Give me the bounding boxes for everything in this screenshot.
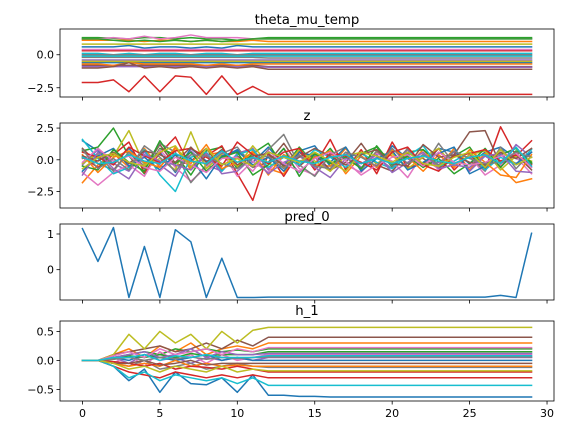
panel-theta-mu-temp: −2.5 0.0 theta_mu_temp bbox=[27, 13, 555, 101]
panel-z: −2.5 0.0 2.5 z bbox=[27, 109, 555, 212]
series-line-16 bbox=[81, 61, 533, 71]
series-line-20 bbox=[81, 146, 533, 168]
series-line-7 bbox=[81, 350, 533, 367]
series-line-3 bbox=[81, 36, 533, 41]
series-group bbox=[81, 326, 533, 398]
y-tick-label: −2.5 bbox=[27, 82, 54, 95]
series-group bbox=[81, 126, 533, 202]
series-group bbox=[81, 34, 533, 96]
panel-pred-0: 0 1 pred_0 bbox=[47, 210, 555, 304]
series-line-19 bbox=[81, 145, 533, 172]
series-line-18 bbox=[81, 356, 533, 362]
y-tick-label: 2.5 bbox=[37, 122, 55, 135]
axes-frame bbox=[59, 122, 555, 209]
x-tick-label: 20 bbox=[385, 407, 399, 420]
series-line-20 bbox=[81, 353, 533, 362]
x-tick-label: 25 bbox=[463, 407, 477, 420]
y-tick-label: −2.5 bbox=[27, 186, 54, 199]
series-line-4 bbox=[81, 75, 533, 96]
series-line-19 bbox=[81, 359, 533, 373]
y-tick-label: 1 bbox=[47, 228, 54, 241]
x-tick-label: 10 bbox=[230, 407, 244, 420]
series-line-1 bbox=[81, 44, 533, 49]
series-line-16 bbox=[81, 359, 533, 366]
panel-title: theta_mu_temp bbox=[255, 13, 360, 28]
axes-frame bbox=[59, 223, 555, 301]
series-line-12 bbox=[81, 61, 533, 67]
series-line-9 bbox=[81, 326, 533, 362]
axes-frame bbox=[59, 28, 555, 98]
y-tick-label: 0.0 bbox=[37, 354, 55, 367]
series-line-10 bbox=[81, 359, 533, 387]
x-tick-label: 5 bbox=[156, 407, 163, 420]
y-tick-label: 0.5 bbox=[37, 325, 55, 338]
series-line-13 bbox=[81, 38, 533, 43]
panel-title: z bbox=[304, 109, 311, 124]
series-line-8 bbox=[81, 359, 533, 370]
axes-frame bbox=[59, 320, 555, 402]
series-line-12 bbox=[81, 359, 533, 367]
series-line-15 bbox=[81, 348, 533, 362]
series-line-1 bbox=[81, 359, 533, 398]
series-line-10 bbox=[81, 52, 533, 56]
panel-title: pred_0 bbox=[284, 210, 329, 225]
series-line-1 bbox=[81, 226, 533, 299]
series-line-17 bbox=[81, 346, 533, 362]
x-tick-label: 15 bbox=[308, 407, 322, 420]
series-line-6 bbox=[81, 336, 533, 362]
series-line-2 bbox=[81, 39, 533, 43]
y-tick-label: 0 bbox=[47, 264, 54, 277]
y-tick-label: −0.5 bbox=[27, 383, 54, 396]
series-line-8 bbox=[81, 56, 533, 59]
y-tick-label: 0.0 bbox=[37, 49, 55, 62]
series-line-4 bbox=[81, 359, 533, 379]
x-tick-label: 0 bbox=[79, 407, 86, 420]
series-line-2 bbox=[81, 342, 533, 362]
y-tick-label: 0.0 bbox=[37, 154, 55, 167]
x-tick-label: 30 bbox=[540, 407, 554, 420]
panel-title: h_1 bbox=[295, 304, 319, 319]
panel-h-1: 0 5 10 15 20 25 30 −0.5 0.0 0.5 h_1 bbox=[27, 304, 555, 420]
series-group bbox=[81, 226, 533, 299]
series-line-13 bbox=[81, 350, 533, 362]
